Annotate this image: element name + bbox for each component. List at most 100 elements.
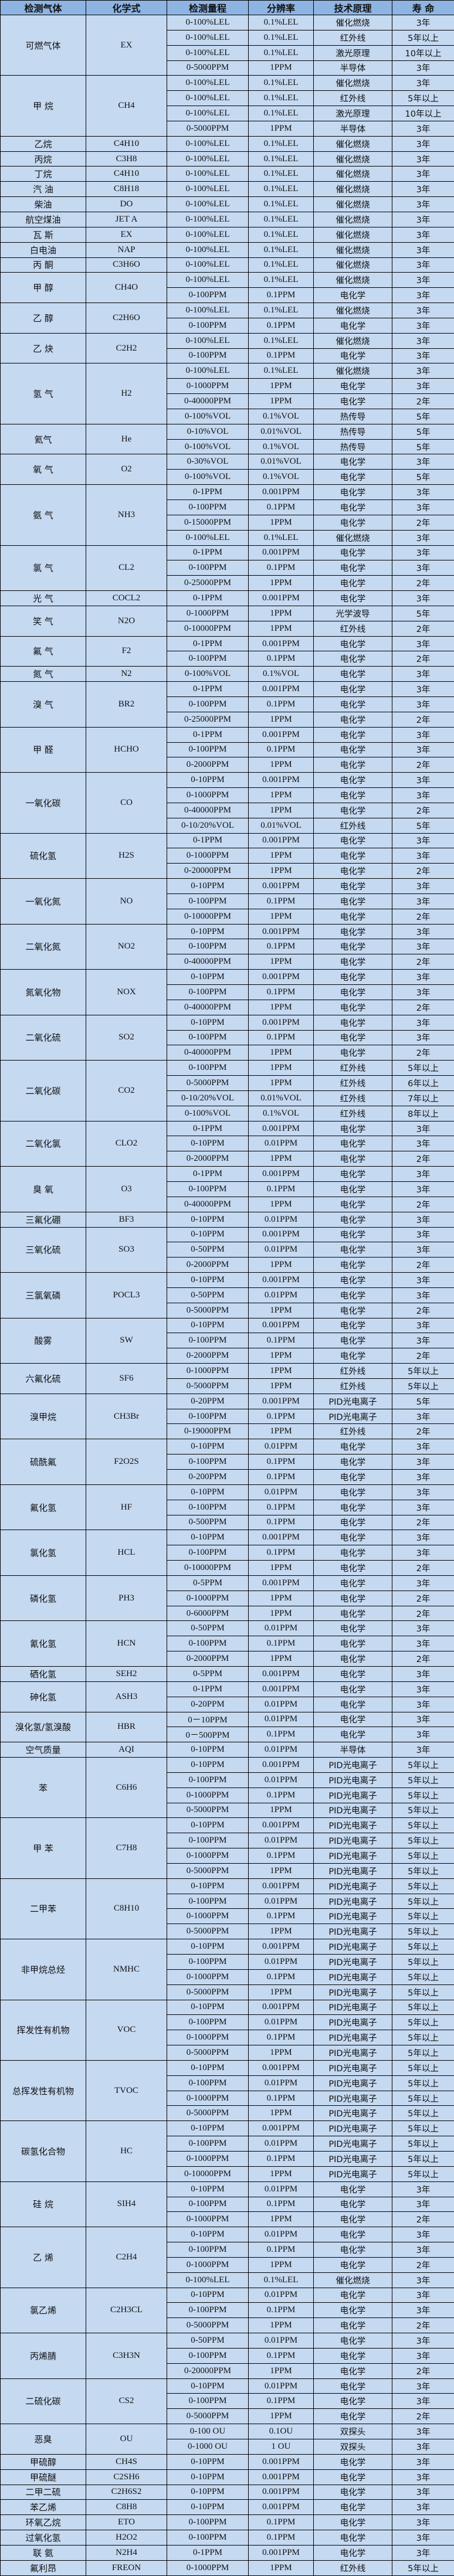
technology-cell: 电化学 <box>313 2378 392 2394</box>
resolution-cell: 1PPM <box>248 2045 314 2061</box>
lifespan-cell: 3年 <box>392 2453 454 2470</box>
lifespan-cell: 2年 <box>392 1151 454 1167</box>
formula-cell: C2H2 <box>86 332 167 364</box>
gas-name-cell: 苯 <box>0 1757 86 1819</box>
range-cell: 0-100PPM <box>167 1772 249 1788</box>
technology-cell: 电化学 <box>313 1272 392 1288</box>
resolution-cell: 1PPM <box>248 757 314 773</box>
table-row: 0-10000PPM 1PPM 红外线 2年 <box>1 620 454 637</box>
range-cell: 0-100PPM <box>167 2196 249 2213</box>
lifespan-cell: 6年以上 <box>392 1075 454 1091</box>
table-row: 0-1000PPM 0.1PPM PID光电离子 5年以上 <box>1 2150 454 2167</box>
range-cell: 0-100PPM <box>167 2014 249 2031</box>
formula-cell: HCN <box>86 1620 167 1667</box>
formula-cell: NOX <box>86 969 167 1015</box>
formula-cell: VOC <box>86 1999 167 2061</box>
formula-cell: C2SH6 <box>86 2469 167 2485</box>
lifespan-cell: 3年 <box>392 1666 454 1682</box>
range-cell: 0-10PPM <box>167 2499 249 2516</box>
range-cell: 0-10PPM <box>167 1999 249 2016</box>
resolution-cell: 0.01%VOL <box>248 423 314 440</box>
table-row: 甲 烷 CH4 0-100%LEL 0.1%LEL 催化燃烧 3年 <box>0 75 454 137</box>
table-row: 0-100PPM 0.1PPM 电化学 3年 <box>1 1333 454 1349</box>
range-cell: 0-100PPM <box>167 2514 249 2531</box>
table-row: 一氧化碳 CO 0-10PPM 0.001PPM 电化学 3年 <box>0 772 454 834</box>
lifespan-cell: 3年 <box>392 787 454 803</box>
resolution-cell: 1PPM <box>248 575 314 592</box>
header-lifespan: 寿 命 <box>392 0 454 15</box>
table-row: 0-40000PPM 1PPM 电化学 2年 <box>1 802 454 818</box>
lifespan-cell: 3年 <box>392 939 454 955</box>
table-row: 氯 气 CL2 0-1PPM 0.001PPM 电化学 3年 <box>0 545 454 592</box>
range-cell: 0-100PPM <box>167 2242 249 2258</box>
lifespan-cell: 3年 <box>392 1226 454 1243</box>
table-row: 0-1000 OU 1 OU 双探头 3年 <box>1 2439 454 2455</box>
technology-cell: 电化学 <box>313 1014 392 1031</box>
resolution-cell: 0.001PPM <box>248 1575 314 1591</box>
table-row: 0-5000PPM 1PPM 半导体 3年 <box>1 60 454 76</box>
technology-cell: 催化燃烧 <box>313 332 392 349</box>
resolution-cell: 0.001PPM <box>248 1272 314 1288</box>
resolution-cell: 0.1%LEL <box>248 529 314 546</box>
technology-cell: 电化学 <box>313 590 392 606</box>
technology-cell: PID光电离子 <box>313 2060 392 2076</box>
lifespan-cell: 2年 <box>392 908 454 925</box>
resolution-cell: 0.1PPM <box>248 2302 314 2319</box>
lifespan-cell: 5年以上 <box>392 2030 454 2046</box>
range-cell: 0-500PPM <box>167 1514 249 1531</box>
table-row: 0-1000PPM 0.1PPM PID光电离子 5年以上 <box>1 1787 454 1803</box>
technology-cell: PID光电离子 <box>313 1802 392 1819</box>
technology-cell: 电化学 <box>313 999 392 1015</box>
technology-cell: 红外线 <box>313 1090 392 1106</box>
technology-cell: 电化学 <box>313 1136 392 1152</box>
technology-cell: PID光电离子 <box>313 2166 392 2182</box>
lifespan-cell: 3年 <box>392 151 454 167</box>
resolution-cell: 1PPM <box>248 1651 314 1667</box>
resolution-cell: 0.01PPM <box>248 2014 314 2031</box>
table-row: 0-19000PPM 1PPM 红外线 2年 <box>1 1423 454 1440</box>
technology-cell: 电化学 <box>313 1484 392 1500</box>
technology-cell: 电化学 <box>313 1287 392 1303</box>
lifespan-cell: 3年 <box>392 2378 454 2394</box>
table-row: 过氧化氢 H2O2 0-100PPM 0.1PPM 电化学 3年 <box>0 2530 454 2546</box>
technology-cell: 电化学 <box>313 742 392 758</box>
technology-cell: 催化燃烧 <box>313 211 392 227</box>
lifespan-cell: 5年以上 <box>392 1923 454 1940</box>
lifespan-cell: 3年 <box>392 923 454 940</box>
table-row: 0-1000PPM 0.1PPM PID光电离子 5年以上 <box>1 2090 454 2106</box>
lifespan-cell: 3年 <box>392 893 454 909</box>
resolution-cell: 0.01PPM <box>248 1439 314 1455</box>
formula-cell: CO <box>86 772 167 834</box>
range-cell: 0-19000PPM <box>167 1423 249 1440</box>
lifespan-cell: 2年 <box>392 1257 454 1273</box>
range-cell: 0-40000PPM <box>167 1045 249 1061</box>
gas-name-cell: 二氧化硫 <box>0 1014 86 1061</box>
lifespan-cell: 2年 <box>392 802 454 818</box>
lifespan-cell: 3年 <box>392 2499 454 2516</box>
lifespan-cell: 5年以上 <box>392 1772 454 1788</box>
resolution-cell: 0.1%LEL <box>248 242 314 258</box>
lifespan-cell: 2年 <box>392 1423 454 1440</box>
table-row: 0-5000PPM 1PPM PID光电离子 5年以上 <box>1 1863 454 1879</box>
resolution-cell: 1PPM <box>248 620 314 637</box>
gas-name-cell: 氢 气 <box>0 363 86 424</box>
table-row: 0-100%LEL 0.1%LEL 催化燃烧 3年 <box>1 2272 454 2288</box>
table-row: 0-100PPM 0.1PPM 电化学 3年 <box>1 317 454 334</box>
technology-cell: 电化学 <box>313 878 392 894</box>
resolution-cell: 0.01PPM <box>248 1136 314 1152</box>
technology-cell: 催化燃烧 <box>313 529 392 546</box>
table-row: 0-100PPM 0.1PPM 电化学 3年 <box>1 1181 454 1197</box>
resolution-cell: 0.1PPM <box>248 1908 314 1925</box>
table-row: 可燃气体 EX 0-100%LEL 0.1%LEL 催化燃烧 3年 <box>0 14 454 76</box>
gas-name-cell: 丙烷 <box>0 151 86 167</box>
table-row: 0-100PPM 0.1PPM 电化学 3年 <box>1 2302 454 2319</box>
range-cell: 0-100PPM <box>167 499 249 515</box>
gas-name-cell: 硫化氢 <box>0 832 86 879</box>
table-row: 丁烷 C4H10 0-100%LEL 0.1%LEL 催化燃烧 3年 <box>0 166 454 182</box>
table-row: 0-1000PPM 0.1PPM PID光电离子 5年以上 <box>1 1969 454 1985</box>
lifespan-cell: 2年 <box>392 2408 454 2425</box>
technology-cell: 电化学 <box>313 2544 392 2561</box>
resolution-cell: 0.1PPM <box>248 2196 314 2213</box>
formula-cell: NO <box>86 878 167 925</box>
lifespan-cell: 3年 <box>392 499 454 515</box>
